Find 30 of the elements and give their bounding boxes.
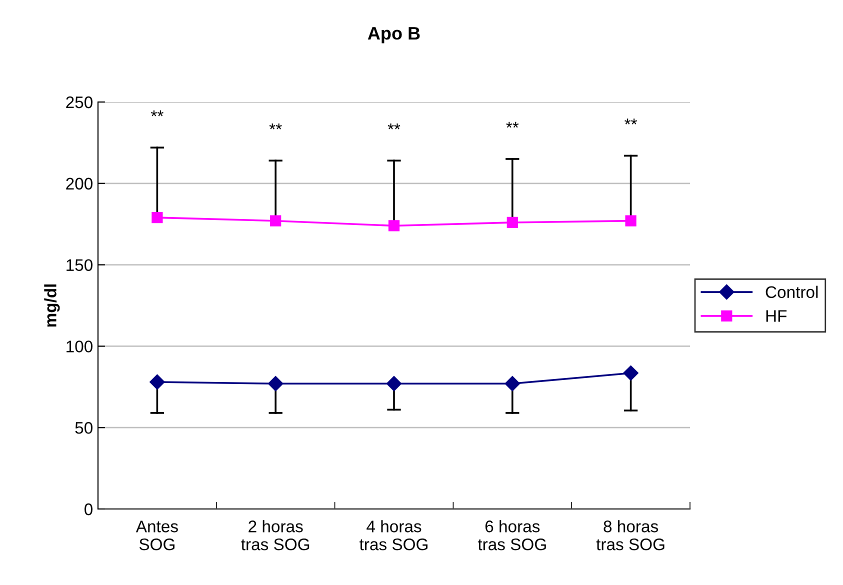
point bbox=[268, 376, 284, 392]
x-tick-label: Antes SOG bbox=[136, 520, 178, 550]
y-tick-label: 50 bbox=[75, 422, 92, 434]
point bbox=[270, 215, 282, 226]
point bbox=[506, 216, 518, 228]
point bbox=[386, 376, 402, 392]
point bbox=[388, 220, 400, 232]
annotation: ** bbox=[506, 122, 519, 128]
point bbox=[150, 374, 165, 390]
annotation: ** bbox=[624, 118, 638, 124]
point bbox=[625, 215, 636, 226]
y-tick-label: 150 bbox=[66, 259, 92, 272]
x-tick-label: 4 horas tras SOG bbox=[360, 520, 428, 550]
x-tick-label: 8 horas tras SOG bbox=[596, 520, 664, 550]
annotation: ** bbox=[269, 123, 282, 130]
y-tick-label: 0 bbox=[84, 503, 92, 516]
annotation: ** bbox=[150, 110, 164, 116]
y-tick-label: 200 bbox=[66, 178, 92, 190]
x-tick-label: 2 horas tras SOG bbox=[241, 520, 310, 550]
chart-title: Apo B bbox=[368, 27, 420, 44]
x-tick-label: 6 horas tras SOG bbox=[478, 520, 546, 550]
y-axis-title: mg/dl bbox=[44, 284, 60, 327]
annotation: ** bbox=[388, 123, 400, 130]
point bbox=[623, 365, 638, 381]
point bbox=[152, 212, 163, 224]
y-tick-label: 250 bbox=[66, 96, 92, 108]
legend-label: HF bbox=[766, 310, 787, 322]
y-tick-label: 100 bbox=[66, 340, 92, 352]
legend-label: Control bbox=[766, 286, 818, 298]
point bbox=[504, 376, 520, 392]
